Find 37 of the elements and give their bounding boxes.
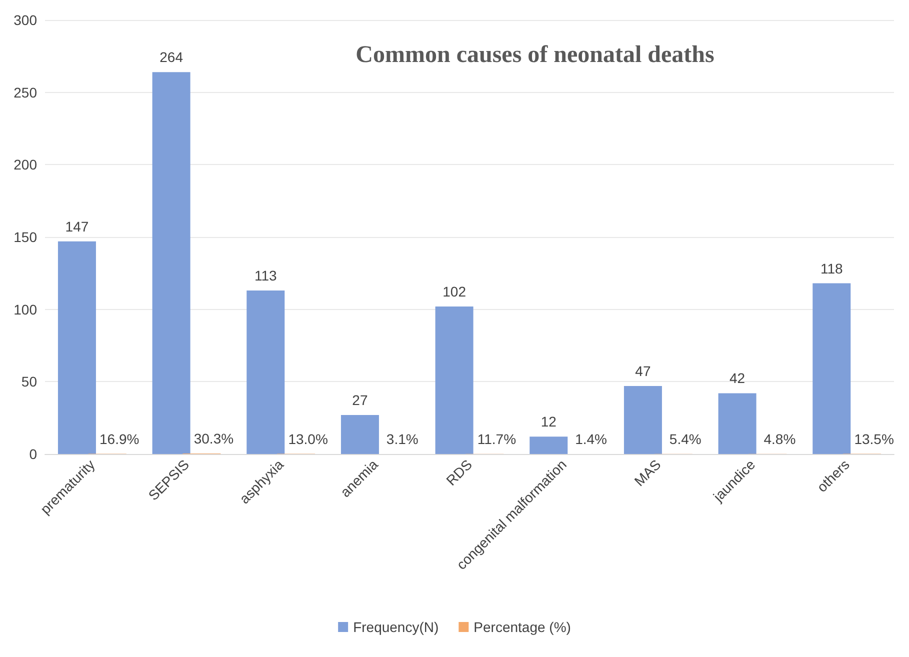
- bar: [718, 393, 756, 454]
- data-label: 264: [160, 49, 184, 66]
- data-label: 12: [540, 414, 557, 430]
- data-label: 5.4%: [669, 430, 702, 447]
- data-label: 147: [65, 218, 89, 234]
- y-tick-label: 200: [14, 156, 38, 173]
- data-label: 118: [820, 260, 843, 276]
- data-label: 42: [730, 370, 746, 386]
- bar: [152, 72, 190, 454]
- data-label: 4.8%: [764, 430, 796, 447]
- data-label: 13.0%: [288, 430, 328, 447]
- y-tick-label: 250: [14, 84, 38, 100]
- data-label: 27: [352, 392, 368, 408]
- data-label: 13.5%: [854, 430, 894, 447]
- bar: [624, 386, 662, 454]
- data-label: 3.1%: [386, 430, 418, 447]
- bar: [812, 283, 851, 454]
- y-tick-label: 50: [21, 374, 38, 390]
- data-label: 16.9%: [100, 430, 140, 447]
- data-label: 47: [635, 363, 651, 380]
- text: Common causes of neonatal deaths: [356, 42, 714, 68]
- bar: [246, 290, 285, 454]
- legend-label: Frequency(N): [353, 619, 439, 635]
- data-label: 1.4%: [575, 430, 607, 447]
- bar: [340, 414, 379, 454]
- data-label: 30.3%: [194, 430, 234, 447]
- y-tick-label: 100: [14, 301, 38, 318]
- bar: [530, 436, 568, 454]
- y-tick-label: 0: [29, 446, 38, 462]
- bar: [58, 241, 96, 454]
- data-label: 11.7%: [477, 430, 516, 447]
- data-label: 113: [254, 268, 277, 284]
- y-tick-label: 300: [14, 12, 38, 28]
- bar: [435, 306, 474, 454]
- y-tick-label: 150: [14, 229, 38, 245]
- legend-label: Percentage (%): [474, 619, 571, 635]
- data-label: 102: [442, 283, 466, 300]
